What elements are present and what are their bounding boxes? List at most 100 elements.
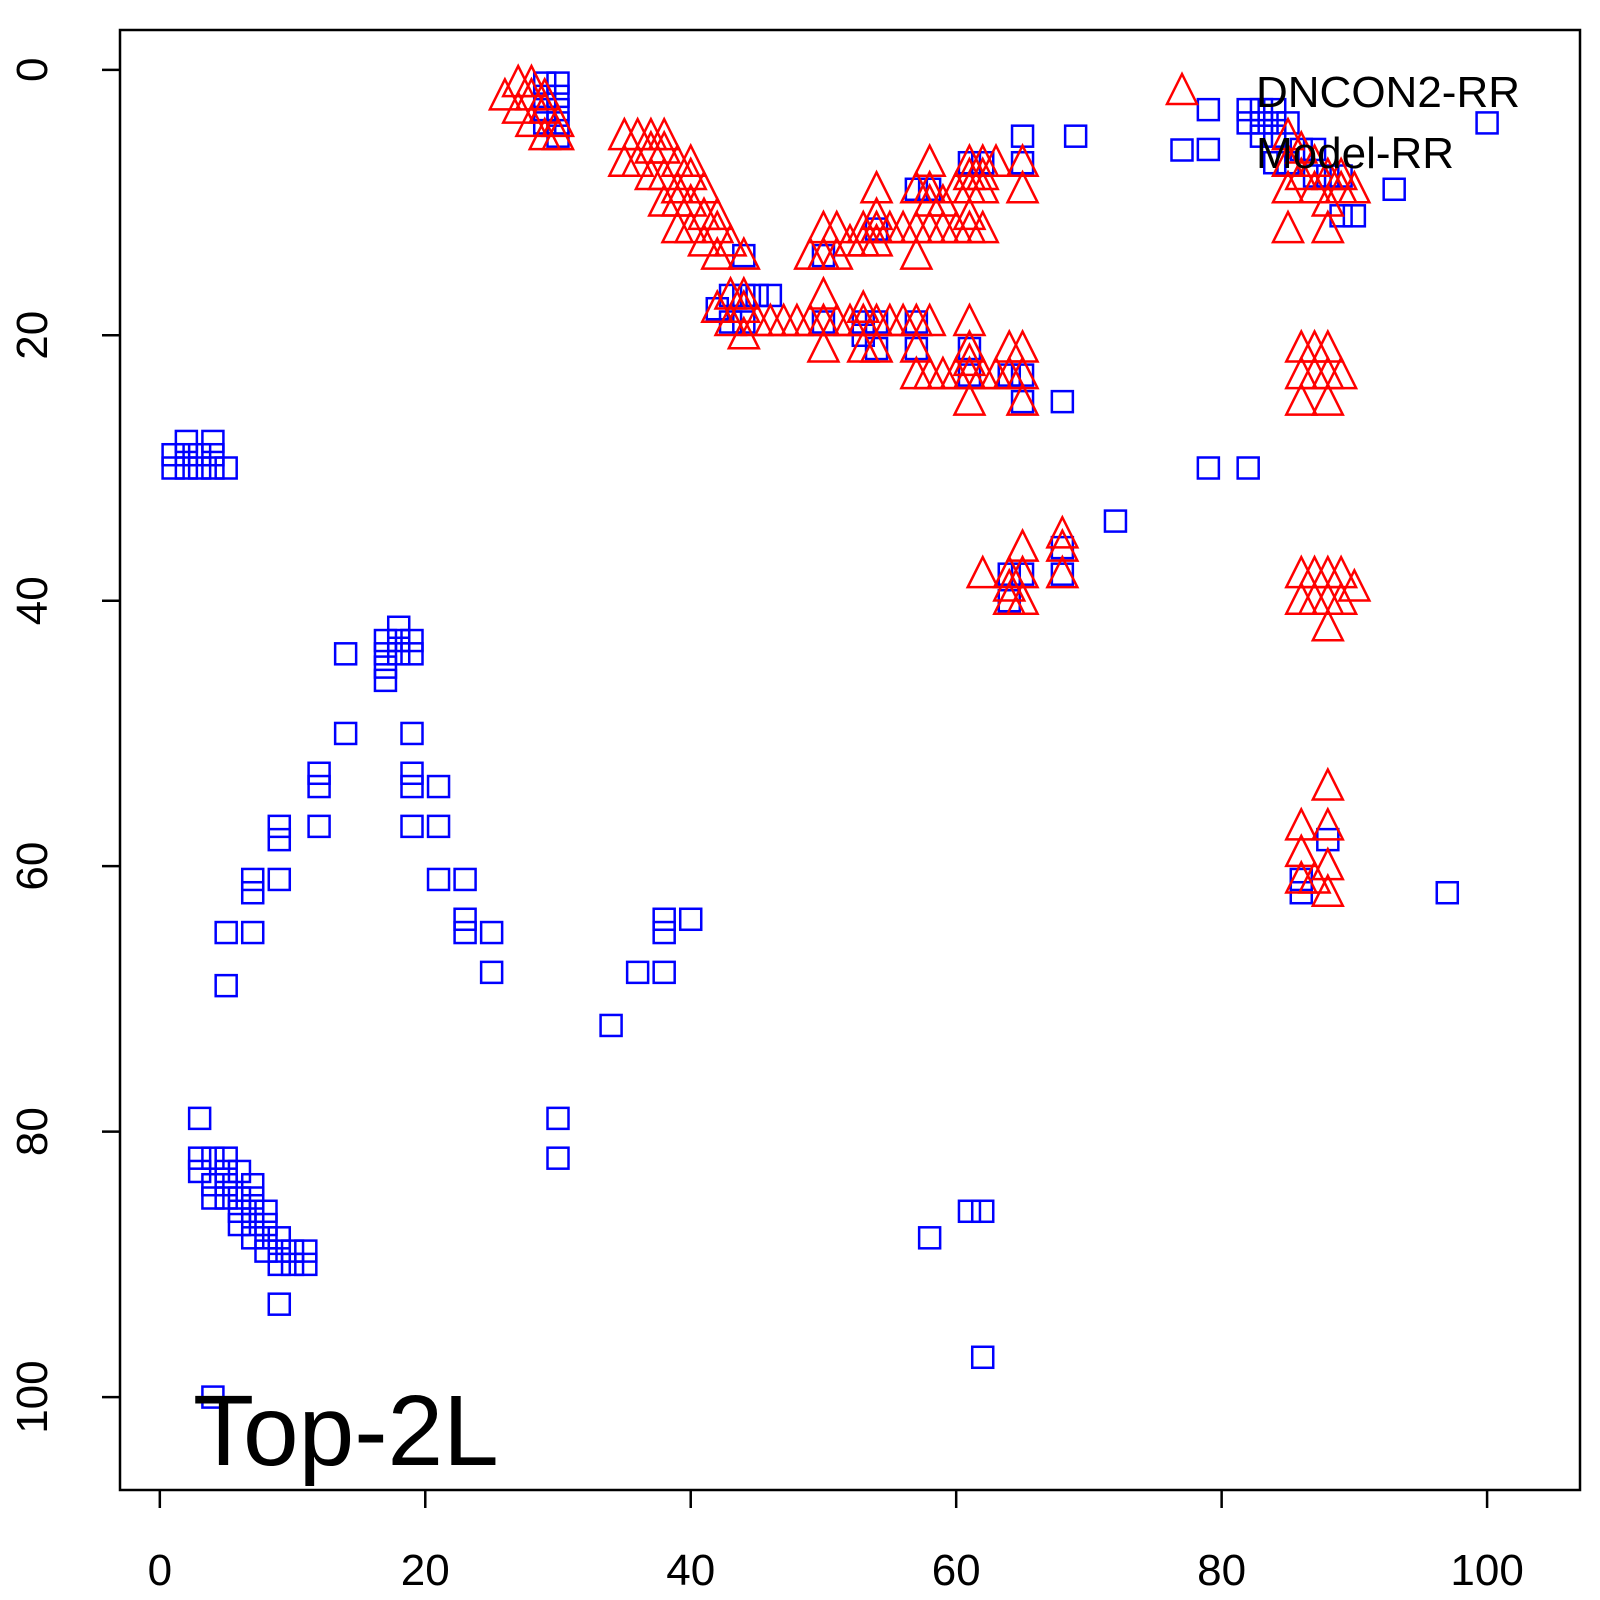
dncon2-rr-point	[514, 103, 549, 138]
series-dncon2-rr	[487, 63, 1372, 907]
dncon2-rr-point	[726, 235, 761, 270]
model-rr-point	[373, 628, 398, 653]
legend-label-model-rr: Model-RR	[1256, 129, 1454, 178]
model-rr-point	[386, 642, 411, 666]
model-rr-point	[254, 1226, 278, 1250]
model-rr-point	[174, 442, 199, 467]
dncon2-rr-point	[912, 142, 947, 177]
y-tick-label: 80	[8, 1107, 57, 1156]
dncon2-rr-point	[713, 302, 748, 337]
dncon2-rr-point	[1284, 156, 1319, 191]
model-rr-point	[400, 814, 424, 839]
dncon2-rr-point	[859, 169, 894, 204]
legend-label-dncon2-rr: DNCON2-RR	[1256, 68, 1520, 117]
model-rr-point	[546, 1146, 570, 1170]
dncon2-rr-point	[1310, 872, 1345, 907]
dncon2-rr-point	[1045, 527, 1080, 562]
dncon2-rr-point	[1310, 328, 1345, 363]
model-rr-point	[294, 1239, 318, 1263]
dncon2-rr-point	[1337, 567, 1372, 602]
dncon2-rr-point	[726, 275, 761, 310]
model-rr-point	[267, 1252, 292, 1277]
dncon2-rr-point	[1297, 169, 1332, 204]
model-rr-point	[254, 1212, 278, 1237]
model-rr-point	[254, 1239, 278, 1263]
model-rr-point	[1050, 389, 1075, 414]
model-rr-point	[240, 1226, 265, 1250]
model-rr-point	[400, 761, 424, 786]
model-rr-point	[1050, 562, 1075, 586]
model-rr-point	[1196, 97, 1221, 122]
model-rr-point	[201, 1385, 225, 1409]
dncon2-rr-point	[713, 222, 748, 257]
dncon2-rr-point	[673, 142, 708, 177]
model-rr-point	[227, 1199, 252, 1224]
model-rr-point	[599, 1013, 623, 1038]
x-tick-label: 40	[666, 1546, 715, 1595]
model-rr-point	[479, 960, 504, 985]
dncon2-rr-point	[1310, 806, 1345, 841]
model-rr-point	[161, 456, 185, 480]
model-rr-point	[307, 774, 331, 799]
dncon2-rr-point	[700, 196, 735, 231]
dncon2-rr-point	[952, 196, 987, 231]
dncon2-rr-point	[1005, 381, 1040, 416]
dncon2-rr-point	[965, 554, 1000, 589]
model-rr-point	[201, 429, 225, 454]
x-tick-label: 100	[1450, 1546, 1523, 1595]
model-rr-point	[227, 1186, 252, 1210]
dncon2-rr-point	[1310, 607, 1345, 642]
model-rr-point	[1236, 111, 1260, 135]
y-tick-label: 40	[8, 576, 57, 625]
dncon2-rr-point	[1310, 209, 1345, 244]
dncon2-rr-point	[1005, 527, 1040, 562]
model-rr-point	[333, 642, 358, 666]
model-rr-point	[307, 814, 331, 839]
dncon2-rr-point	[1324, 554, 1359, 589]
model-rr-point	[280, 1252, 305, 1277]
dncon2-rr-point	[978, 142, 1014, 177]
model-rr-point	[1249, 124, 1274, 148]
dncon2-rr-point	[899, 235, 934, 270]
model-rr-point	[240, 1212, 265, 1237]
dncon2-rr-point	[1310, 381, 1345, 416]
model-rr-point	[161, 442, 185, 467]
legend-marker-dncon2-rr	[1164, 71, 1200, 106]
model-rr-point	[240, 920, 265, 945]
model-rr-point	[240, 880, 265, 905]
model-rr-point	[201, 1186, 225, 1210]
dncon2-rr-point	[1270, 169, 1306, 204]
dncon2-rr-point	[806, 328, 841, 363]
dncon2-rr-point	[1270, 209, 1306, 244]
model-rr-point	[400, 721, 424, 746]
x-tick-label: 0	[148, 1546, 172, 1595]
axis-ticks: 0 20 40 60 80 100 0 20 40 60 80 100	[8, 58, 1524, 1595]
model-rr-point	[1262, 97, 1287, 122]
model-rr-point	[426, 867, 451, 892]
model-rr-point	[1196, 456, 1221, 480]
dncon2-rr-point	[700, 209, 735, 244]
dncon2-rr-point	[806, 275, 841, 310]
model-rr-point	[373, 655, 398, 679]
model-rr-point	[294, 1252, 318, 1277]
dncon2-rr-point	[1005, 328, 1040, 363]
dncon2-rr-point	[1310, 182, 1345, 217]
model-rr-point	[187, 456, 212, 480]
model-rr-point	[187, 1106, 212, 1131]
dncon2-rr-point	[620, 142, 655, 177]
model-rr-point	[227, 1212, 252, 1237]
dncon2-rr-point	[540, 116, 576, 151]
model-rr-point	[201, 1172, 225, 1197]
dncon2-rr-point	[1297, 859, 1332, 894]
dncon2-rr-point	[925, 182, 960, 217]
model-rr-point	[187, 1146, 212, 1170]
dncon2-rr-point	[1005, 169, 1040, 204]
model-rr-point	[1249, 97, 1274, 122]
dncon2-rr-point	[1310, 846, 1345, 881]
dncon2-rr-point	[647, 116, 682, 151]
dncon2-rr-point	[859, 196, 894, 231]
dncon2-rr-point	[673, 156, 708, 191]
legend-marker-model-rr	[1170, 138, 1194, 162]
dncon2-rr-point	[700, 288, 735, 323]
